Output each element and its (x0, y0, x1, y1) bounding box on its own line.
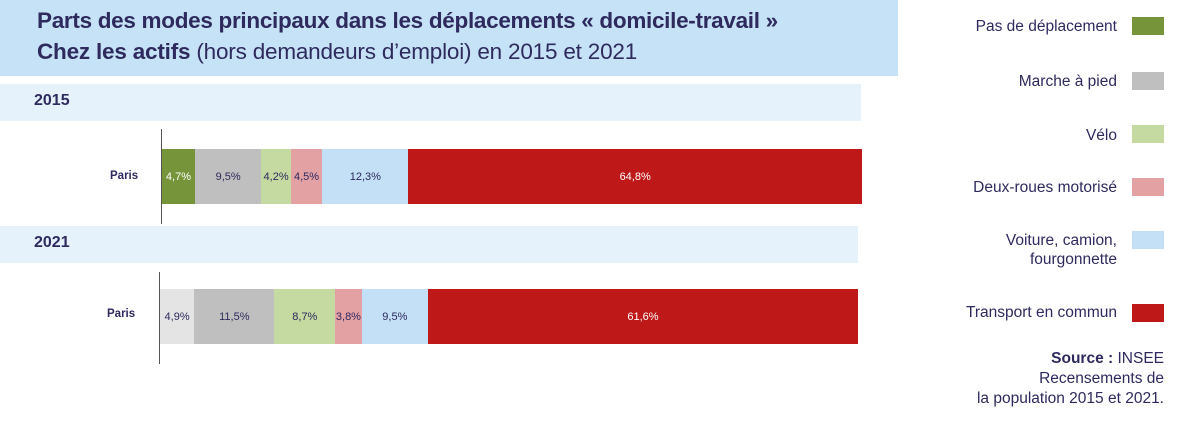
year-band-2015: 2015 (0, 84, 861, 121)
data-label-2021-marche-a-pied: 11,5% (219, 310, 250, 323)
data-label-2021-pas-de-deplacement: 4,9% (164, 310, 190, 323)
bar-segment-2015-marche-a-pied: 9,5% (194, 149, 262, 204)
data-label-2015-pas-de-deplacement: 4,7% (165, 170, 191, 183)
stacked-bar-2015: 4,7% 9,5% 4,2% 4,5% 12,3% 64,8% (162, 149, 862, 204)
bar-segment-2021-deux-roues-motorise: 3,8% (335, 289, 362, 344)
row-label-2015: Paris (110, 170, 139, 182)
source-line-2: Recensements de (1039, 370, 1164, 387)
data-label-2021-transport-en-commun: 61,6% (627, 310, 659, 323)
data-label-2021-velo: 8,7% (292, 310, 318, 323)
source-line-1: Source : INSEE (977, 349, 1164, 369)
legend-swatch-velo (1132, 125, 1164, 143)
chart-title-box: Parts des modes principaux dans les dépl… (0, 0, 898, 76)
legend-label-pas-de-deplacement: Pas de déplacement (975, 18, 1117, 35)
chart-subtitle-bold: Chez les actifs (37, 39, 191, 64)
legend-swatch-voiture (1132, 231, 1164, 249)
legend-label-velo: Vélo (1085, 127, 1117, 144)
bar-segment-2021-marche-a-pied: 11,5% (194, 289, 275, 344)
legend-label-voiture-line2: fourgonnette (1029, 251, 1117, 268)
chart-subtitle-rest: (hors demandeurs d’emploi) en 2015 et 20… (190, 39, 638, 64)
bar-segment-2021-velo: 8,7% (274, 289, 336, 344)
bar-segment-2021-voiture-camion-fourgonnette: 9,5% (361, 289, 428, 344)
bar-segment-2015-pas-de-deplacement: 4,7% (162, 149, 195, 204)
chart-subtitle: Chez les actifs (hors demandeurs d’emplo… (37, 39, 637, 65)
bar-segment-2015-voiture-camion-fourgonnette: 12,3% (322, 149, 409, 204)
legend-swatch-pas-de-deplacement (1132, 17, 1164, 35)
data-label-2015-marche-a-pied: 9,5% (215, 170, 241, 183)
source-label: Source : (1051, 350, 1114, 367)
axis-line-2021 (159, 272, 160, 364)
source-note: Source : INSEE Recensements de la popula… (977, 349, 1164, 409)
bar-segment-2015-deux-roues-motorise: 4,5% (290, 149, 323, 204)
legend-label-deux-roues-motorise: Deux-roues motorisé (973, 179, 1117, 196)
year-band-2021: 2021 (0, 226, 858, 263)
data-label-2015-transport-en-commun: 64,8% (619, 170, 651, 183)
data-label-2021-voiture-camion-fourgonnette: 9,5% (382, 310, 408, 323)
legend-swatch-transport-en-commun (1132, 304, 1164, 322)
bar-segment-2021-pas-de-deplacement: 4,9% (160, 289, 195, 344)
legend-swatch-marche-a-pied (1132, 72, 1164, 90)
bar-segment-2015-velo: 4,2% (261, 149, 291, 204)
chart-title: Parts des modes principaux dans les dépl… (37, 8, 778, 33)
data-label-2015-velo: 4,2% (263, 170, 289, 183)
legend-swatch-deux-roues-motorise (1132, 178, 1164, 196)
source-org: INSEE (1113, 350, 1164, 367)
stacked-bar-2021: 4,9% 11,5% 8,7% 3,8% 9,5% 61,6% (160, 289, 858, 344)
legend-label-voiture: Voiture, camion, (1005, 232, 1117, 249)
bar-segment-2021-transport-en-commun: 61,6% (427, 289, 858, 344)
data-label-2015-voiture-camion-fourgonnette: 12,3% (349, 170, 381, 183)
axis-line-2015 (161, 129, 162, 224)
year-label-2021: 2021 (34, 234, 70, 251)
legend-label-marche-a-pied: Marche à pied (1018, 73, 1117, 90)
bar-segment-2015-transport-en-commun: 64,8% (408, 149, 862, 204)
data-label-2015-deux-roues-motorise: 4,5% (293, 170, 320, 183)
row-label-2021: Paris (107, 308, 136, 320)
source-line-3: la population 2015 et 2021. (976, 390, 1164, 407)
year-label-2015: 2015 (34, 92, 70, 109)
data-label-2021-deux-roues-motorise: 3,8% (335, 310, 361, 323)
legend-label-transport-en-commun: Transport en commun (965, 304, 1117, 321)
